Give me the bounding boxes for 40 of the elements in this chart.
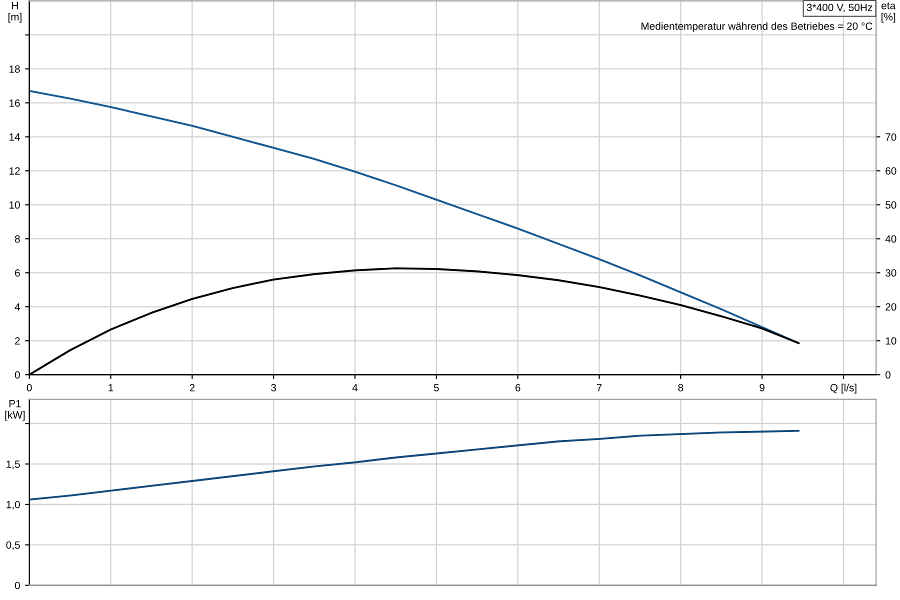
y-tick-label: 2 [15, 337, 20, 344]
y-tick-label: 10 [10, 201, 20, 209]
chart-title: 3*400 V, 50Hz [806, 4, 872, 12]
y2-tick-label: 50 [886, 201, 896, 209]
x-tick-label: 4 [352, 384, 358, 392]
y-tick-label: 0 [14, 582, 20, 590]
y-tick-label: 14 [10, 133, 20, 141]
x-tick-label: 5 [434, 384, 439, 392]
y-tick-label: 0,5 [6, 541, 20, 550]
y-axis-title: P1 [kW] [5, 400, 25, 421]
y-axis-title: H [m] [8, 2, 22, 23]
y2-tick-label: 40 [885, 235, 896, 243]
y-tick-label: 12 [10, 167, 20, 175]
y2-axis-title: eta [%] [882, 2, 896, 23]
x-tick-label: 0 [26, 384, 32, 392]
x-tick-label: 7 [596, 384, 602, 392]
x-tick-label: 8 [678, 384, 684, 392]
y-tick-label: 8 [14, 235, 20, 243]
x-tick-label: 1 [108, 384, 114, 392]
x-tick-label: 3 [271, 384, 276, 392]
line-series [29, 90, 800, 344]
y2-tick-label: 60 [886, 167, 896, 175]
y2-tick-label: 30 [885, 269, 896, 277]
y2-tick-label: 70 [886, 133, 896, 141]
annotation: Medientemperatur während des Betriebes = 20 °C [642, 22, 872, 32]
y-tick-label: 1,5 [6, 460, 20, 470]
x-tick-label: Q [l/s] [830, 384, 856, 394]
y-tick-label: 4 [14, 303, 20, 311]
x-tick-label: 6 [515, 384, 520, 392]
y2-tick-label: 20 [886, 303, 896, 311]
y-tick-label: 1,0 [6, 500, 20, 510]
y-tick-label: 16 [10, 99, 20, 107]
y-tick-label: 18 [10, 65, 20, 73]
x-tick-label: 2 [190, 384, 195, 392]
y-tick-label: 6 [15, 269, 20, 277]
x-tick-label: 9 [760, 384, 764, 392]
y-tick-label: 0 [14, 371, 20, 379]
line-series [29, 430, 800, 501]
y2-tick-label: 10 [886, 337, 896, 345]
y2-tick-label: 0 [885, 371, 890, 379]
